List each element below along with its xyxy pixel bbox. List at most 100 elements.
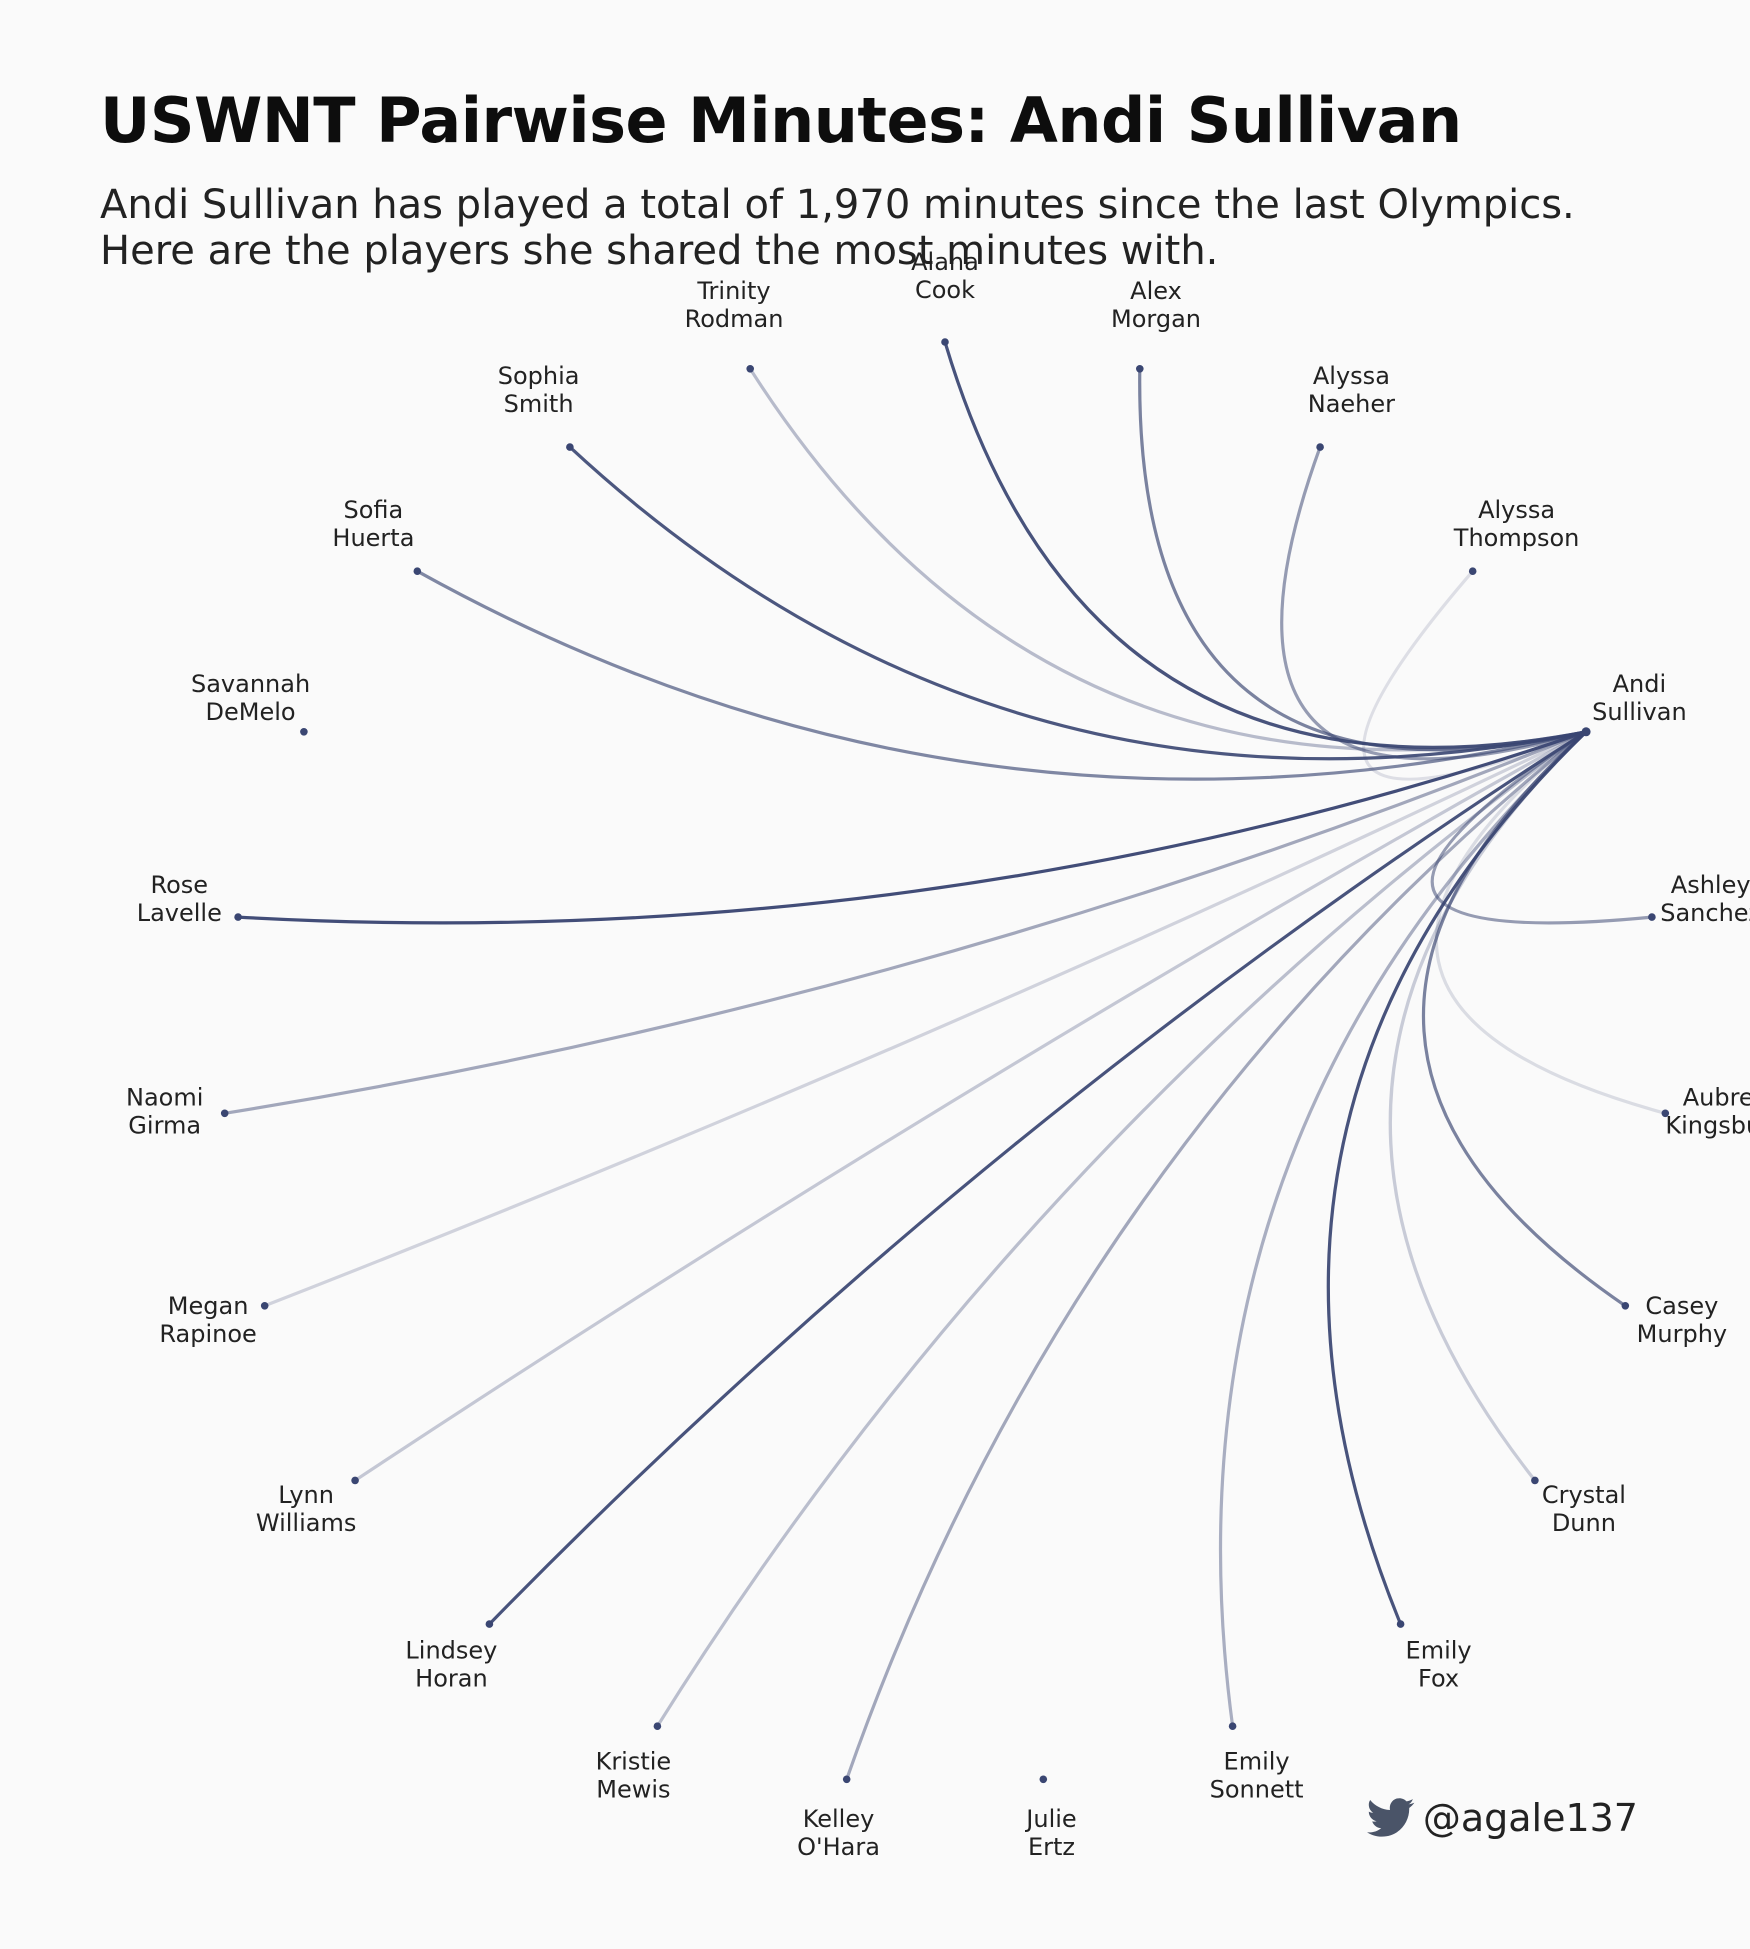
label-ashley-sanchez: AshleySanchez	[1660, 871, 1750, 927]
label-crystal-dunn: Crystal Dunn	[1542, 1481, 1626, 1537]
label-julie-ertz: Julie Ertz	[1024, 1805, 1076, 1861]
label-sofia-huerta: Sofia Huerta	[332, 496, 414, 552]
label-megan-rapinoe: Megan Rapinoe	[159, 1292, 256, 1348]
node-alana-cook	[941, 338, 949, 346]
label-last-name: O'Hara	[797, 1833, 880, 1861]
credit: @agale137	[1366, 1796, 1638, 1840]
edge-crystal-dunn	[1388, 730, 1588, 1482]
label-first-name: Casey	[1645, 1292, 1718, 1320]
edge-kristie-mewis	[655, 730, 1588, 1728]
edge-naomi-girma	[223, 730, 1588, 1115]
node-alyssa-thompson	[1468, 567, 1477, 575]
edge-aubrey-kingsbury	[1434, 730, 1667, 1115]
node-aubrey-kingsbury	[1661, 1109, 1670, 1118]
node-megan-rapinoe	[260, 1302, 269, 1310]
label-alana-cook: Alana Cook	[911, 248, 979, 304]
label-emily-fox: Emily Fox	[1406, 1637, 1472, 1693]
edge-lindsey-horan	[487, 730, 1588, 1626]
chart-title: USWNT Pairwise Minutes: Andi Sullivan	[100, 84, 1462, 157]
node-andi-sullivan	[1581, 727, 1591, 737]
label-last-name: Rodman	[685, 305, 784, 333]
label-rose-lavelle: Rose Lavelle	[137, 871, 222, 927]
label-alex-morgan: Alex Morgan	[1111, 277, 1201, 333]
node-sophia-smith	[566, 443, 574, 451]
edge-trinity-rodman	[748, 367, 1588, 752]
label-alyssa-naeher: Alyssa Naeher	[1308, 362, 1395, 418]
label-first-name: Naomi	[126, 1083, 203, 1111]
label-first-name: Alex	[1130, 277, 1182, 305]
twitter-bird-icon	[1366, 1798, 1415, 1837]
label-trinity-rodman: Trinity Rodman	[685, 277, 784, 333]
label-last-name: Sullivan	[1592, 698, 1687, 726]
node-kelley-o-hara	[842, 1775, 851, 1784]
label-first-name: Aubrey	[1683, 1083, 1750, 1111]
label-first-name: Trinity	[696, 277, 770, 305]
edge-ashley-sanchez	[1430, 730, 1654, 925]
label-first-name: Julie	[1024, 1805, 1076, 1833]
label-emily-sonnett: Emily Sonnett	[1210, 1747, 1304, 1803]
label-last-name: Fox	[1418, 1665, 1459, 1693]
edge-alex-morgan	[1138, 367, 1588, 752]
node-savannah-demelo	[300, 728, 308, 736]
label-last-name: DeMelo	[206, 698, 296, 726]
label-first-name: Savannah	[191, 670, 310, 698]
edge-alyssa-naeher	[1280, 445, 1588, 761]
edge-emily-fox	[1326, 730, 1588, 1626]
edge-alana-cook	[943, 340, 1588, 749]
node-alyssa-naeher	[1316, 443, 1324, 451]
label-first-name: Andi	[1613, 670, 1667, 698]
twitter-handle: @agale137	[1422, 1796, 1638, 1840]
label-first-name: Alyssa	[1478, 496, 1555, 524]
node-julie-ertz	[1039, 1775, 1048, 1784]
edge-rose-lavelle	[236, 730, 1588, 925]
label-last-name: Huerta	[332, 524, 414, 552]
node-alex-morgan	[1136, 365, 1144, 373]
edge-sophia-smith	[568, 445, 1588, 761]
edge-kelley-o-hara	[845, 730, 1588, 1781]
node-layer	[220, 338, 1670, 1784]
label-last-name: Williams	[256, 1509, 356, 1537]
label-alyssa-thompson: Alyssa Thompson	[1453, 496, 1580, 552]
label-first-name: Ashley	[1671, 871, 1750, 899]
label-last-name: Kingsbury	[1665, 1111, 1750, 1139]
label-first-name: Sofia	[344, 496, 404, 524]
label-first-name: Rose	[151, 871, 209, 899]
label-last-name: Sonnett	[1210, 1775, 1304, 1803]
edge-lynn-williams	[353, 730, 1588, 1482]
label-last-name: Rapinoe	[159, 1320, 256, 1348]
edge-megan-rapinoe	[263, 730, 1588, 1308]
node-sofia-huerta	[413, 567, 422, 575]
label-aubrey-kingsbury: AubreyKingsbury	[1665, 1083, 1750, 1139]
label-kristie-mewis: Kristie Mewis	[596, 1747, 672, 1803]
edge-sofia-huerta	[415, 569, 1588, 781]
label-kelley-o-hara: Kelley O'Hara	[797, 1805, 880, 1861]
label-casey-murphy: Casey Murphy	[1637, 1292, 1727, 1348]
label-last-name: Horan	[415, 1665, 488, 1693]
label-last-name: Thompson	[1453, 524, 1580, 552]
edge-emily-sonnett	[1218, 730, 1588, 1728]
node-ashley-sanchez	[1648, 913, 1656, 921]
label-last-name: Mewis	[596, 1775, 670, 1803]
label-last-name: Ertz	[1028, 1833, 1075, 1861]
label-last-name: Girma	[128, 1111, 201, 1139]
label-first-name: Megan	[168, 1292, 249, 1320]
node-naomi-girma	[220, 1109, 229, 1118]
node-lindsey-horan	[485, 1620, 494, 1628]
node-casey-murphy	[1621, 1302, 1630, 1310]
label-naomi-girma: Naomi Girma	[126, 1083, 203, 1139]
label-first-name: Emily	[1406, 1637, 1472, 1665]
label-last-name: Smith	[504, 390, 574, 418]
label-last-name: Naeher	[1308, 390, 1395, 418]
node-emily-sonnett	[1228, 1722, 1237, 1730]
label-lynn-williams: Lynn Williams	[256, 1481, 356, 1537]
node-emily-fox	[1396, 1620, 1405, 1628]
label-sophia-smith: Sophia Smith	[498, 362, 580, 418]
node-trinity-rodman	[746, 365, 754, 373]
label-first-name: Emily	[1224, 1747, 1290, 1775]
label-last-name: Murphy	[1637, 1320, 1727, 1348]
label-first-name: Alyssa	[1313, 362, 1390, 390]
label-last-name: Morgan	[1111, 305, 1201, 333]
label-andi-sullivan: Andi Sullivan	[1592, 670, 1687, 726]
chart-subtitle: Andi Sullivan has played a total of 1,97…	[100, 182, 1575, 274]
